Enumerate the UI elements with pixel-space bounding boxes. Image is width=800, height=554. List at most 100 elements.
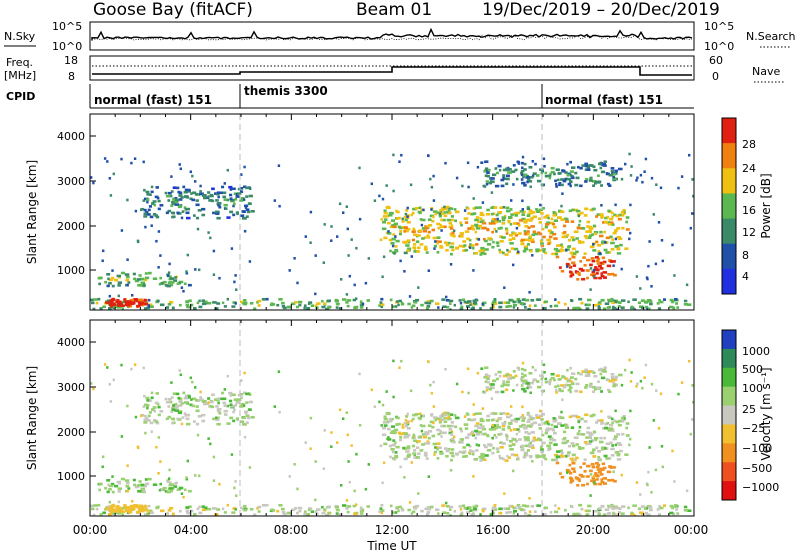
echo-cell	[636, 176, 639, 180]
echo-cell	[605, 251, 610, 254]
echo-cell	[382, 215, 387, 218]
echo-cell	[560, 183, 564, 187]
echo-cell	[578, 223, 581, 227]
echo-cell	[143, 208, 147, 212]
echo-cell	[419, 218, 423, 221]
echo-cell	[519, 416, 524, 419]
echo-cell	[570, 505, 574, 509]
echo-cell	[355, 452, 358, 456]
echo-cell	[613, 213, 617, 217]
echo-cell	[492, 302, 498, 305]
echo-cell	[153, 203, 156, 207]
echo-cell	[491, 230, 494, 234]
echo-cell	[541, 454, 546, 457]
echo-cell	[230, 198, 235, 202]
echo-cell	[480, 252, 485, 255]
echo-cell	[503, 301, 507, 304]
echo-cell	[293, 463, 296, 466]
echo-cell	[470, 418, 475, 422]
xtick-2400: 00:00	[674, 523, 709, 537]
echo-cell	[566, 439, 570, 443]
echo-cell	[201, 302, 206, 306]
echo-cell	[481, 213, 485, 217]
echo-cell	[197, 209, 202, 212]
echo-cell	[232, 301, 237, 304]
echo-cell	[581, 483, 586, 487]
power-panel: 4000 3000 2000 1000 Slant Range [km]	[25, 113, 695, 311]
echo-cell	[117, 490, 121, 493]
echo-cell	[295, 305, 299, 309]
echo-cell	[394, 245, 398, 248]
echo-cell	[603, 454, 608, 458]
echo-cell	[245, 401, 249, 404]
echo-cell	[281, 304, 286, 308]
echo-cell	[234, 404, 238, 407]
echo-cell	[124, 273, 130, 276]
echo-cell	[120, 363, 123, 367]
echo-cell	[611, 301, 616, 304]
echo-cell	[586, 303, 591, 307]
echo-cell	[574, 377, 578, 381]
echo-cell	[129, 298, 134, 302]
echo-cell	[420, 429, 424, 433]
echo-cell	[237, 398, 242, 401]
power-ylabel: Slant Range [km]	[25, 160, 39, 264]
echo-cell	[153, 409, 156, 413]
echo-cell	[196, 433, 200, 437]
echo-cell	[616, 514, 619, 516]
echo-cell	[544, 174, 548, 178]
x-axis: 00:00 04:00 08:00 12:00 16:00 20:00 00:0…	[73, 523, 709, 553]
echo-cell	[463, 244, 467, 247]
echo-cell	[602, 307, 607, 310]
echo-cell	[447, 211, 452, 215]
colorbar-swatch	[722, 367, 736, 388]
echo-cell	[180, 402, 184, 405]
echo-cell	[601, 369, 606, 372]
velocity-cb-tick-25: 25	[742, 403, 756, 416]
echo-cell	[568, 257, 572, 261]
echo-cell	[455, 247, 459, 250]
echo-cell	[597, 306, 601, 310]
echo-cell	[491, 436, 494, 440]
echo-cell	[599, 419, 604, 422]
echo-cell	[508, 216, 513, 219]
echo-cell	[476, 165, 480, 169]
echo-cell	[531, 439, 535, 443]
echo-cell	[598, 482, 602, 486]
echo-cell	[358, 423, 362, 427]
echo-cell	[90, 298, 94, 302]
echo-cell	[208, 405, 211, 408]
echo-cell	[145, 211, 149, 214]
echo-cell	[177, 205, 182, 209]
echo-cell	[659, 186, 663, 190]
echo-cell	[560, 384, 565, 387]
echo-cell	[143, 302, 149, 306]
echo-cell	[228, 185, 233, 189]
echo-cell	[145, 190, 150, 194]
echo-cell	[555, 455, 560, 458]
echo-cell	[143, 212, 147, 215]
echo-cell	[612, 505, 617, 509]
echo-cell	[686, 509, 692, 512]
echo-cell	[484, 248, 489, 251]
echo-cell	[569, 376, 574, 379]
echo-cell	[537, 217, 541, 220]
echo-cell	[120, 271, 126, 275]
echo-cell	[520, 178, 524, 181]
echo-cell	[616, 227, 621, 230]
echo-cell	[575, 443, 579, 446]
echo-cell	[462, 240, 467, 243]
echo-cell	[578, 219, 582, 223]
echo-cell	[578, 241, 582, 244]
echo-cell	[185, 413, 191, 417]
echo-cell	[524, 306, 527, 309]
echo-cell	[432, 210, 438, 213]
echo-cell	[203, 402, 207, 406]
echo-cell	[140, 414, 143, 418]
echo-cell	[517, 232, 522, 235]
echo-cell	[162, 280, 167, 284]
echo-cell	[608, 457, 612, 460]
echo-cell	[316, 302, 321, 305]
echo-cell	[348, 480, 351, 484]
echo-cell	[150, 391, 154, 395]
